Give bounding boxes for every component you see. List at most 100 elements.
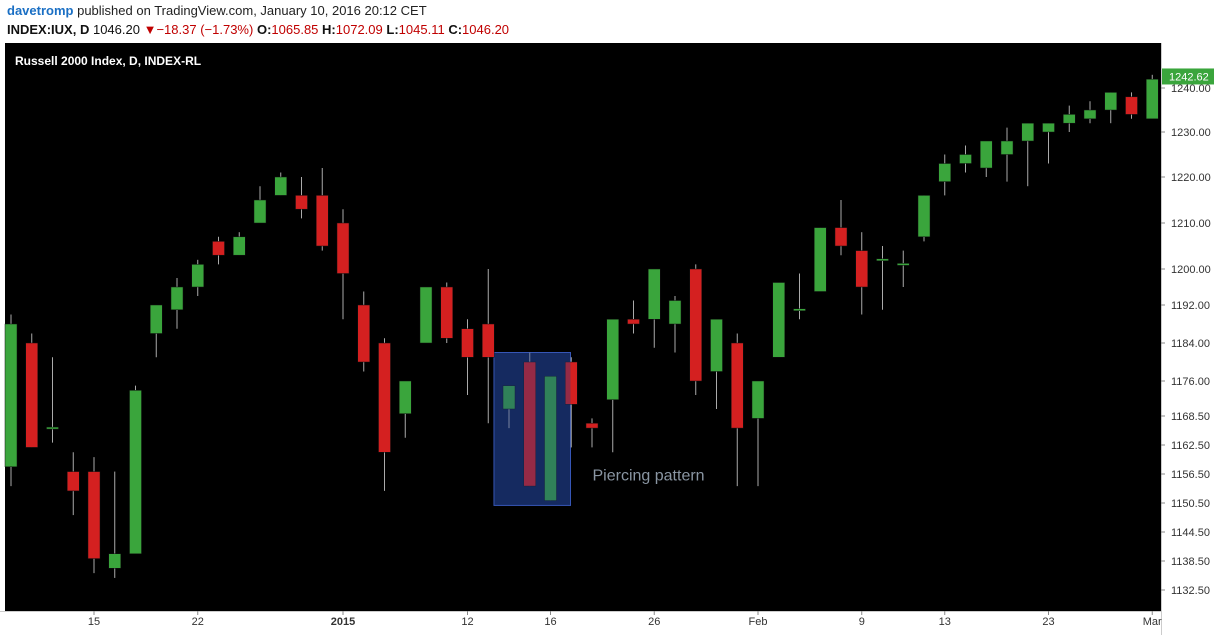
- candle-body-up: [648, 268, 661, 320]
- y-tick-label: 1230.00: [1171, 127, 1211, 139]
- candle-body-down: [855, 250, 868, 288]
- candle-body-up: [938, 163, 951, 182]
- candle[interactable]: [108, 471, 121, 578]
- y-tick-label: 1210.00: [1171, 218, 1211, 230]
- author-link[interactable]: davetromp: [7, 3, 74, 18]
- candle[interactable]: [440, 282, 453, 344]
- candle[interactable]: [980, 140, 993, 177]
- chart-container[interactable]: Piercing pattern Russell 2000 Index, D, I…: [0, 43, 1221, 635]
- candle[interactable]: [502, 385, 516, 429]
- candle[interactable]: [959, 145, 972, 173]
- candle[interactable]: [917, 195, 931, 242]
- candle[interactable]: [834, 200, 848, 256]
- candle-body-up: [108, 553, 121, 569]
- candle[interactable]: [648, 268, 661, 348]
- publish-info: davetromp published on TradingView.com, …: [7, 3, 427, 18]
- y-tick-label: 1200.00: [1171, 264, 1211, 276]
- piercing-pattern-label: Piercing pattern: [593, 467, 705, 484]
- candle[interactable]: [544, 376, 557, 501]
- candle[interactable]: [1104, 92, 1117, 124]
- plot-area[interactable]: [5, 43, 1161, 611]
- y-tick-label: 1144.50: [1171, 527, 1210, 539]
- candle[interactable]: [233, 232, 246, 256]
- close-label: C:: [448, 22, 463, 37]
- candle[interactable]: [1021, 122, 1034, 187]
- candle[interactable]: [1063, 105, 1076, 132]
- candle[interactable]: [606, 319, 619, 453]
- candle[interactable]: [523, 352, 536, 487]
- time-axis[interactable]: [0, 611, 1161, 635]
- candle[interactable]: [461, 319, 474, 395]
- candle[interactable]: [1000, 127, 1014, 182]
- candle[interactable]: [25, 333, 38, 448]
- candle[interactable]: [170, 278, 184, 329]
- candle[interactable]: [668, 296, 682, 353]
- candle-body-up: [1063, 114, 1076, 124]
- candle[interactable]: [731, 333, 744, 487]
- candlestick-chart[interactable]: Piercing pattern Russell 2000 Index, D, I…: [0, 43, 1221, 635]
- candle[interactable]: [565, 357, 578, 448]
- candle-body-up: [46, 426, 59, 430]
- last-price: 1046.20: [92, 22, 140, 37]
- candle-body-down: [378, 342, 391, 453]
- candle[interactable]: [1146, 74, 1159, 120]
- candle[interactable]: [689, 264, 702, 395]
- piercing-pattern-overlay: [494, 352, 571, 506]
- price-axis[interactable]: [1161, 43, 1221, 635]
- candle[interactable]: [585, 418, 599, 448]
- y-tick-label: 1184.00: [1171, 338, 1210, 350]
- candle[interactable]: [212, 236, 225, 265]
- candle[interactable]: [87, 457, 101, 574]
- y-tick-label: 1150.50: [1171, 498, 1210, 510]
- candle[interactable]: [399, 380, 412, 438]
- candle[interactable]: [357, 291, 370, 372]
- candle[interactable]: [938, 154, 951, 196]
- candle[interactable]: [772, 282, 785, 358]
- candle[interactable]: [274, 172, 287, 196]
- candle[interactable]: [1042, 122, 1055, 164]
- candle[interactable]: [67, 452, 80, 516]
- x-tick-label: Mar: [1143, 616, 1162, 628]
- candle[interactable]: [710, 319, 723, 409]
- candle[interactable]: [253, 186, 267, 224]
- candle[interactable]: [793, 273, 806, 320]
- chart-title: Russell 2000 Index, D, INDEX-RL: [15, 54, 201, 68]
- candle[interactable]: [336, 209, 350, 320]
- candle-body-down: [482, 323, 495, 358]
- candle-body-down: [834, 227, 848, 247]
- candle[interactable]: [876, 246, 889, 310]
- candle[interactable]: [46, 357, 59, 443]
- candle[interactable]: [897, 250, 910, 287]
- candle-body-down: [523, 361, 536, 487]
- candle[interactable]: [419, 286, 433, 344]
- candle[interactable]: [1083, 101, 1097, 124]
- candle-body-down: [336, 222, 350, 274]
- candle[interactable]: [150, 304, 163, 358]
- candle[interactable]: [814, 227, 827, 292]
- candle-body-down: [357, 304, 370, 363]
- candle[interactable]: [1125, 92, 1138, 119]
- last-price-label: 1242.62: [1169, 71, 1209, 83]
- candle[interactable]: [627, 300, 640, 334]
- close-value: 1046.20: [462, 22, 510, 37]
- candle[interactable]: [316, 168, 329, 251]
- candle[interactable]: [129, 385, 142, 555]
- candle-body-up: [1000, 140, 1014, 155]
- candle[interactable]: [378, 338, 391, 491]
- low-value: 1045.11: [398, 22, 445, 37]
- candle-body-up: [876, 258, 889, 262]
- candle-body-down: [440, 286, 453, 339]
- y-tick-label: 1156.50: [1171, 469, 1210, 481]
- candle[interactable]: [482, 269, 495, 424]
- candle[interactable]: [295, 177, 308, 219]
- y-tick-label: 1220.00: [1171, 172, 1211, 184]
- candle[interactable]: [855, 232, 868, 315]
- candle-body-down: [212, 241, 225, 256]
- candle[interactable]: [4, 314, 18, 487]
- ohlc-info: INDEX:IUX, D 1046.20 ▼−18.37 (−1.73%) O:…: [7, 22, 509, 37]
- y-tick-label: 1176.00: [1171, 376, 1210, 388]
- candle[interactable]: [751, 380, 765, 487]
- candle[interactable]: [191, 259, 204, 296]
- candle-body-down: [1125, 96, 1138, 115]
- candle-body-up: [419, 286, 433, 344]
